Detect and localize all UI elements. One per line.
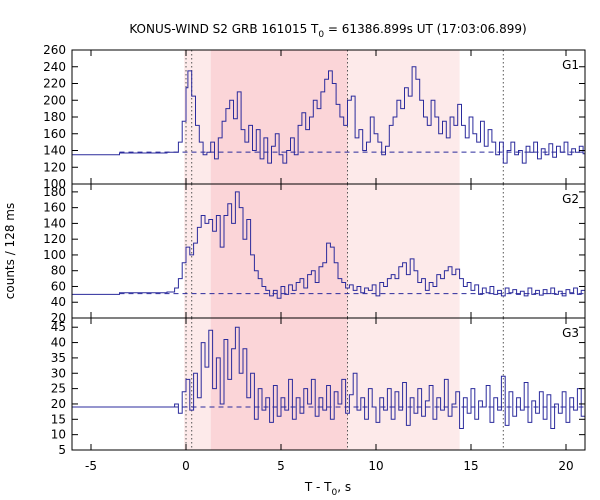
y-tick-label: 20 xyxy=(51,311,66,325)
y-tick-label: 180 xyxy=(43,110,66,124)
y-tick-label: 160 xyxy=(43,201,66,215)
y-tick-label: 240 xyxy=(43,60,66,74)
x-tick-label: 5 xyxy=(277,459,285,473)
chart-title: KONUS-WIND S2 GRB 161015 T0 = 61386.899s… xyxy=(129,22,526,40)
y-tick-label: 80 xyxy=(51,264,66,278)
x-tick-label: -5 xyxy=(85,459,97,473)
light-curve-g1 xyxy=(72,66,586,164)
light-curve-g2 xyxy=(72,191,586,299)
y-tick-label: 40 xyxy=(51,295,66,309)
y-tick-label: 30 xyxy=(51,366,66,380)
shaded-interval-3 xyxy=(347,318,460,450)
y-tick-label: 220 xyxy=(43,77,66,91)
y-tick-label: 100 xyxy=(43,248,66,262)
x-tick-label: 20 xyxy=(558,459,573,473)
shaded-interval-2 xyxy=(210,318,348,450)
shaded-interval-3 xyxy=(347,184,460,318)
panel-frame-g3 xyxy=(71,317,586,451)
shaded-interval-2 xyxy=(210,50,348,184)
y-tick-label: 180 xyxy=(43,185,66,199)
y-tick-label: 5 xyxy=(58,443,66,457)
y-tick-label: 140 xyxy=(43,144,66,158)
shaded-interval-3 xyxy=(347,50,460,184)
y-tick-label: 260 xyxy=(43,43,66,57)
light-curve-g3 xyxy=(72,326,586,429)
y-tick-label: 100 xyxy=(43,177,66,191)
panel-label-g1: G1 xyxy=(562,58,579,72)
shaded-interval-1 xyxy=(184,50,211,184)
y-tick-label: 25 xyxy=(51,382,66,396)
y-tick-label: 60 xyxy=(51,279,66,293)
y-tick-label: 35 xyxy=(51,351,66,365)
y-tick-label: 20 xyxy=(51,397,66,411)
shaded-interval-2 xyxy=(210,184,348,318)
y-tick-label: 120 xyxy=(43,160,66,174)
y-axis-label: counts / 128 ms xyxy=(3,203,17,299)
x-tick-label: 10 xyxy=(368,459,383,473)
y-tick-label: 15 xyxy=(51,412,66,426)
x-tick-label: 0 xyxy=(182,459,190,473)
y-tick-label: 200 xyxy=(43,93,66,107)
y-tick-label: 140 xyxy=(43,216,66,230)
y-tick-label: 10 xyxy=(51,428,66,442)
panel-g1: 100 120 140 160 180 200 220 240 260 G1 xyxy=(43,43,586,191)
detector-panels: 100120140160180200220240260G120406080100… xyxy=(43,43,586,473)
shaded-interval-1 xyxy=(184,184,211,318)
y-tick-label: 45 xyxy=(51,320,66,334)
panel-label-g2: G2 xyxy=(562,192,579,206)
y-tick-label: 120 xyxy=(43,232,66,246)
y-tick-label: 40 xyxy=(51,336,66,350)
x-axis-label: T - T0, s xyxy=(304,480,351,498)
panel-label-g3: G3 xyxy=(562,326,579,340)
y-tick-label: 160 xyxy=(43,127,66,141)
x-tick-label: 15 xyxy=(463,459,478,473)
